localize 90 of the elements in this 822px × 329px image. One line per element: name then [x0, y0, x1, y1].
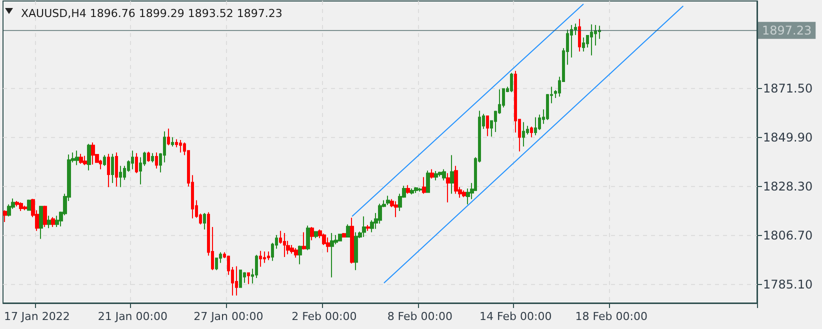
candlestick: [314, 231, 318, 239]
ref-line-label: 1897.23: [762, 23, 812, 38]
candlestick: [235, 266, 238, 296]
candlestick: [171, 136, 174, 148]
candlestick: [155, 152, 158, 170]
candlestick: [115, 152, 118, 187]
y-tick-label: 1806.70: [763, 228, 813, 243]
candlestick: [330, 232, 334, 278]
candlestick: [410, 188, 414, 195]
candlestick: [39, 206, 43, 240]
candlestick: [414, 186, 418, 194]
candlestick: [454, 165, 458, 194]
candlestick: [590, 24, 593, 56]
candlestick: [294, 248, 298, 258]
candlestick: [522, 122, 525, 148]
candlestick: [3, 210, 7, 223]
candlestick: [43, 205, 47, 228]
candlestick: [446, 172, 450, 203]
candlestick: [578, 18, 581, 52]
candlestick: [267, 251, 270, 261]
candlestick: [79, 153, 83, 164]
candlestick: [87, 143, 91, 171]
x-tick-label: 17 Jan 2022: [4, 310, 70, 323]
candlestick: [534, 116, 537, 136]
x-tick-label: 14 Feb 00:00: [480, 310, 552, 323]
x-tick-label: 8 Feb 00:00: [387, 310, 452, 323]
candlestick: [386, 195, 390, 206]
candlestick: [342, 232, 346, 238]
candlestick: [119, 165, 122, 188]
candlestick: [23, 205, 27, 211]
candlestick: [434, 170, 438, 181]
y-tick-label: 1871.50: [763, 82, 813, 96]
candlestick: [438, 171, 442, 177]
x-tick-label: 2 Feb 00:00: [292, 310, 357, 323]
candlestick: [283, 232, 286, 258]
candlestick: [107, 153, 110, 188]
candlestick: [306, 225, 310, 251]
candlestick: [394, 200, 398, 218]
x-tick-label: 18 Feb 00:00: [575, 310, 648, 323]
text: XAUUSD,H4 1896.76 1899.29 1893.52 1897.23: [21, 7, 282, 20]
candlestick: [15, 200, 19, 207]
candlestick: [91, 142, 95, 165]
candlestick: [462, 190, 466, 198]
candlestick: [326, 236, 330, 253]
candlestick: [111, 153, 114, 184]
candlestick: [430, 168, 434, 180]
candlestick: [346, 224, 350, 238]
candlestick: [350, 217, 354, 264]
candlestick: [83, 155, 87, 166]
candlestick: [19, 202, 23, 212]
candlestick: [103, 154, 106, 166]
candlestick: [310, 226, 314, 241]
candlestick: [450, 154, 454, 194]
candlestick: [135, 152, 138, 174]
candlestick: [298, 245, 302, 265]
candlestick: [147, 151, 150, 162]
candlestick: [406, 184, 410, 194]
candlestick: [426, 170, 430, 193]
candlestick: [27, 199, 31, 211]
candlestick: [179, 139, 182, 153]
candlestick: [75, 150, 79, 166]
candlestick: [47, 215, 51, 229]
candlestick: [442, 168, 446, 181]
y-tick-label: 1849.90: [763, 130, 813, 145]
candlestick: [302, 232, 306, 250]
candlestick: [203, 212, 206, 230]
candlestick: [259, 250, 262, 268]
candlestick: [167, 128, 170, 146]
y-tick-label: 1828.30: [763, 180, 813, 194]
candlestick: [418, 187, 422, 192]
candlestick: [151, 152, 154, 163]
candlestick: [366, 224, 370, 232]
candlestick: [51, 216, 55, 228]
candlestick: [422, 176, 426, 194]
candlestick: [131, 150, 134, 170]
candlestick: [239, 270, 242, 288]
candlestick: [486, 115, 489, 137]
candlestick: [263, 251, 266, 264]
candlestick: [338, 234, 342, 242]
candlestick: [55, 215, 59, 228]
candlestick: [290, 244, 294, 254]
x-tick-label: 27 Jan 00:00: [194, 310, 264, 323]
candlestick: [510, 72, 513, 93]
x-tick-label: 21 Jan 00:00: [98, 310, 168, 323]
candlestick: [247, 272, 250, 285]
y-tick-label: 1785.10: [763, 278, 813, 292]
candlestick: [530, 126, 533, 138]
candlestick: [582, 37, 585, 52]
candlestick: [354, 232, 358, 271]
candlestick: [362, 216, 366, 238]
